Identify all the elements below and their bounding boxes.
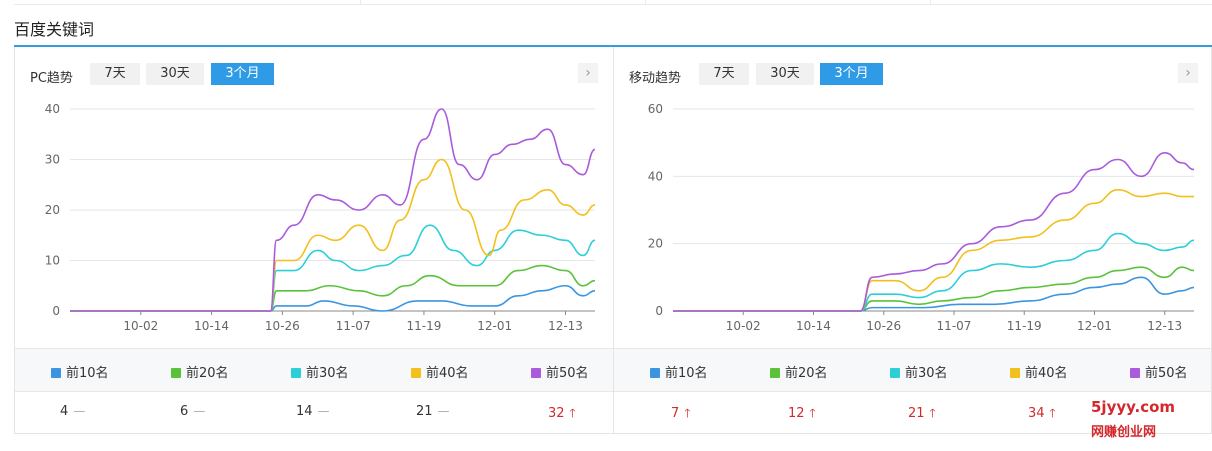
x-tick-label: 11-19 xyxy=(406,319,441,333)
flat-trend-icon: — xyxy=(73,404,86,418)
tab-3-months[interactable]: 3个月 xyxy=(211,63,274,85)
section-title-underline xyxy=(14,45,1212,47)
legend-swatch xyxy=(171,368,181,378)
legend-item-top40[interactable]: 前40名 xyxy=(411,362,469,381)
x-tick-label: 10-14 xyxy=(796,319,831,333)
series-line-top20[interactable] xyxy=(70,264,596,312)
chevron-right-icon[interactable]: › xyxy=(1178,63,1198,83)
value-top20: 6— xyxy=(180,404,206,419)
chevron-right-icon[interactable]: › xyxy=(578,63,598,83)
y-tick-label: 0 xyxy=(52,304,60,318)
value-top30: 14— xyxy=(296,404,330,419)
legend-swatch xyxy=(770,368,780,378)
arrow-up-icon: 🡑 xyxy=(1049,406,1056,420)
series-line-top10[interactable] xyxy=(70,284,596,312)
legend-swatch xyxy=(890,368,900,378)
series-line-top30[interactable] xyxy=(673,232,1195,312)
arrow-up-icon: 🡑 xyxy=(809,406,816,420)
arrow-up-icon: 🡑 xyxy=(569,406,576,420)
value-top10: 4— xyxy=(60,404,86,419)
value-top20: 12 🡑 xyxy=(788,404,816,425)
series-line-top50[interactable] xyxy=(70,108,596,312)
tab-30-days[interactable]: 30天 xyxy=(146,63,204,85)
arrow-up-icon: 🡑 xyxy=(929,406,936,420)
x-tick-label: 10-26 xyxy=(866,319,901,333)
x-tick-label: 12-13 xyxy=(1147,319,1182,333)
value-row: 7 🡑 12 🡑 21 🡑 34 🡑 xyxy=(614,391,1211,433)
watermark-name: 网赚创业网 xyxy=(1091,425,1157,440)
y-tick-label: 40 xyxy=(45,102,60,116)
flat-trend-icon: — xyxy=(317,404,330,418)
value-row: 4— 6— 14— 21— 32 🡑 xyxy=(15,391,613,433)
y-tick-label: 20 xyxy=(45,203,60,217)
y-tick-label: 0 xyxy=(655,304,663,318)
flat-trend-icon: — xyxy=(437,404,450,418)
tab-3-months[interactable]: 3个月 xyxy=(820,63,883,85)
tab-7-days[interactable]: 7天 xyxy=(90,63,140,85)
series-line-top40[interactable] xyxy=(673,188,1194,312)
tab-7-days[interactable]: 7天 xyxy=(699,63,749,85)
watermark-site: 5jyyy.com xyxy=(1091,398,1176,416)
legend-swatch xyxy=(291,368,301,378)
series-line-top40[interactable] xyxy=(70,158,596,312)
legend-item-top50[interactable]: 前50名 xyxy=(1130,362,1188,381)
y-tick-label: 10 xyxy=(45,254,60,268)
legend-swatch xyxy=(411,368,421,378)
section-title: 百度关键词 xyxy=(14,20,95,39)
pc-trend-panel: PC趋势 7天 30天 3个月 › 0 10 20 30 40 10-02 10-14 10-… xyxy=(14,47,614,434)
legend-item-top30[interactable]: 前30名 xyxy=(291,362,349,381)
value-top40: 34 🡑 xyxy=(1028,404,1056,425)
legend-swatch xyxy=(650,368,660,378)
value-top10: 7 🡑 xyxy=(671,404,691,425)
value-top40: 21— xyxy=(416,404,450,419)
mobile-trend-panel: 移动趋势 7天 30天 3个月 › 0 20 40 60 10-02 10-14 10-26… xyxy=(613,47,1212,434)
panel-title: 移动趋势 xyxy=(629,71,682,86)
x-tick-label: 10-02 xyxy=(726,319,761,333)
previous-section-border xyxy=(14,0,1212,5)
legend-item-top10[interactable]: 前10名 xyxy=(51,362,109,381)
x-tick-label: 10-02 xyxy=(123,319,158,333)
pc-trend-chart: 0 10 20 30 40 10-02 10-14 10-26 11-07 11-19 12-01 1… xyxy=(45,102,596,333)
x-tick-label: 12-01 xyxy=(477,319,512,333)
series-line-top30[interactable] xyxy=(70,224,596,312)
series-line-top20[interactable] xyxy=(673,266,1195,312)
flat-trend-icon: — xyxy=(193,404,206,418)
series-line-top50[interactable] xyxy=(673,151,1195,312)
legend-item-top50[interactable]: 前50名 xyxy=(531,362,589,381)
series-line-top10[interactable] xyxy=(673,276,1195,312)
tab-30-days[interactable]: 30天 xyxy=(756,63,814,85)
x-tick-label: 10-14 xyxy=(194,319,229,333)
legend-swatch xyxy=(1010,368,1020,378)
y-tick-label: 20 xyxy=(648,237,663,251)
legend-swatch xyxy=(51,368,61,378)
mobile-trend-chart: 0 20 40 60 10-02 10-14 10-26 11-07 11-19 12-01 12-… xyxy=(648,102,1195,333)
y-tick-label: 30 xyxy=(45,153,60,167)
x-tick-label: 12-01 xyxy=(1077,319,1112,333)
legend-item-top30[interactable]: 前30名 xyxy=(890,362,948,381)
x-tick-label: 11-19 xyxy=(1007,319,1042,333)
value-top50: 32 🡑 xyxy=(548,404,576,425)
x-tick-label: 10-26 xyxy=(265,319,300,333)
panel-title: PC趋势 xyxy=(30,71,73,86)
legend-bar: 前10名 前20名 前30名 前40名 前50名 xyxy=(614,348,1211,392)
legend-swatch xyxy=(1130,368,1140,378)
x-tick-label: 11-07 xyxy=(336,319,371,333)
legend-item-top20[interactable]: 前20名 xyxy=(770,362,828,381)
legend-item-top20[interactable]: 前20名 xyxy=(171,362,229,381)
legend-swatch xyxy=(531,368,541,378)
arrow-up-icon: 🡑 xyxy=(684,406,691,420)
y-tick-label: 60 xyxy=(648,102,663,116)
legend-item-top40[interactable]: 前40名 xyxy=(1010,362,1068,381)
y-tick-label: 40 xyxy=(648,169,663,183)
x-tick-label: 11-07 xyxy=(937,319,972,333)
value-top30: 21 🡑 xyxy=(908,404,936,425)
legend-item-top10[interactable]: 前10名 xyxy=(650,362,708,381)
legend-bar: 前10名 前20名 前30名 前40名 前50名 xyxy=(15,348,613,392)
x-tick-label: 12-13 xyxy=(548,319,583,333)
